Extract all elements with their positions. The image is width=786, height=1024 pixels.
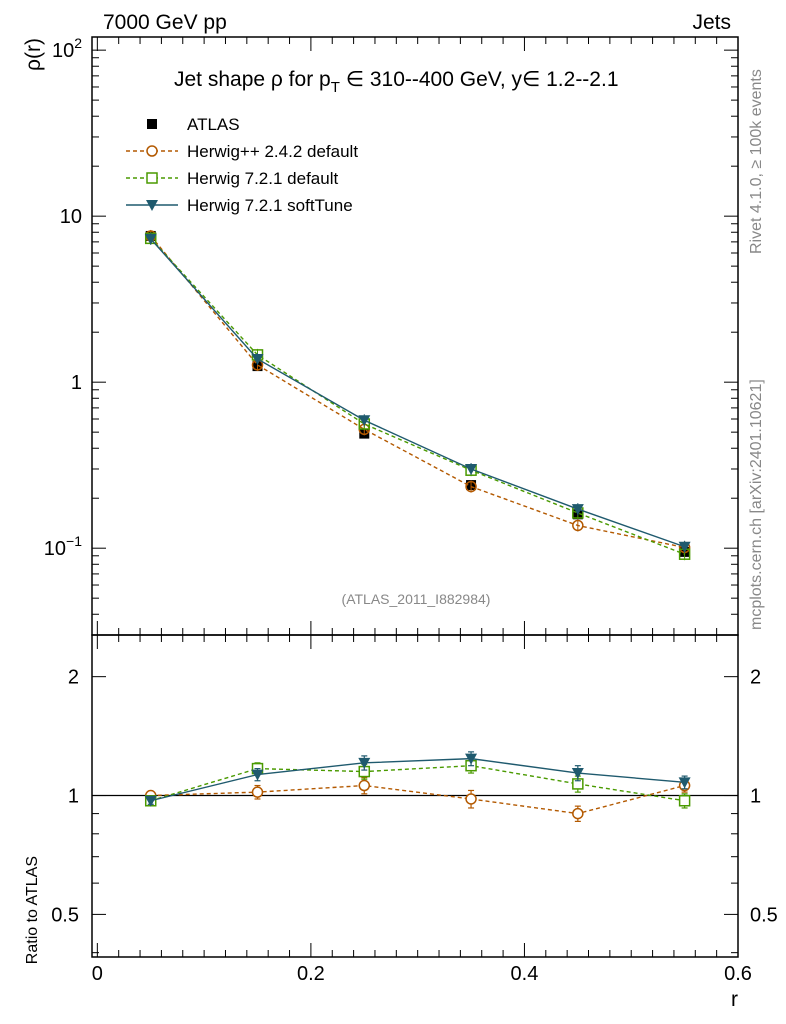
ratio-axis-ticks: 0 0.2 0.4 0.6 2 2 1 1 0.5 0.5 bbox=[51, 635, 778, 985]
y-tick-label-base: 10 bbox=[52, 40, 74, 62]
ratio-panel-data bbox=[144, 751, 691, 822]
ratio-point bbox=[251, 769, 264, 781]
ratio-y-axis-label: Ratio to ATLAS bbox=[24, 856, 41, 964]
series-herwig-2-4-2-default bbox=[144, 229, 691, 554]
x-tick-label: 0.6 bbox=[724, 963, 752, 985]
x-tick-label: 0 bbox=[92, 963, 103, 985]
legend-marker bbox=[146, 200, 158, 211]
ratio-y-tick-label: 0.5 bbox=[51, 904, 79, 926]
ratio-line bbox=[150, 757, 685, 802]
header-energy-label: 7000 GeV pp bbox=[103, 11, 227, 34]
ratio-y-tick-label: 2 bbox=[68, 667, 79, 689]
legend-entry: Herwig 7.2.1 default bbox=[126, 169, 338, 188]
mcplots-source-label: mcplots.cern.ch [arXiv:2401.10621] bbox=[748, 379, 765, 630]
y-tick-label-exponent: −1 bbox=[66, 533, 82, 549]
ratio-y-tick-label-right: 1 bbox=[750, 786, 761, 808]
ratio-y-tick-label: 1 bbox=[68, 786, 79, 808]
legend-entry: Herwig 7.2.1 softTune bbox=[126, 196, 353, 215]
series-herwig-7-2-1-softtune bbox=[144, 232, 691, 553]
data-point bbox=[465, 463, 478, 475]
data-point bbox=[572, 519, 584, 532]
ratio-point bbox=[571, 768, 584, 780]
chart-title-subscript: T bbox=[331, 79, 340, 96]
y-tick-label-base: 10 bbox=[60, 206, 82, 228]
x-tick-label: 0.4 bbox=[511, 963, 539, 985]
x-axis-label: r bbox=[731, 988, 738, 1011]
ratio-point bbox=[465, 793, 477, 805]
y-tick-label: 10 bbox=[60, 206, 82, 228]
ratio-line bbox=[150, 784, 685, 815]
y-tick-label: 102 bbox=[52, 35, 82, 62]
series-line bbox=[150, 237, 685, 555]
ratio-line bbox=[150, 764, 685, 802]
series-herwig-7-2-1-default bbox=[144, 232, 691, 561]
ratio-point bbox=[358, 779, 371, 792]
ratio-point bbox=[144, 795, 157, 807]
ratio-point bbox=[251, 786, 264, 798]
ratio-series-herwig-2-4-2-default bbox=[144, 777, 691, 822]
rivet-version-label: Rivet 4.1.0, ≥ 100k events bbox=[748, 69, 765, 254]
main-y-axis-label: ρ(r) bbox=[22, 38, 45, 71]
analysis-watermark: (ATLAS_2011_I882984) bbox=[342, 591, 491, 607]
y-tick-label-exponent: 2 bbox=[74, 35, 82, 51]
ratio-point bbox=[678, 795, 691, 807]
ratio-point bbox=[572, 807, 584, 820]
legend-label: Herwig 7.2.1 softTune bbox=[187, 196, 353, 215]
y-tick-label: 10−1 bbox=[44, 533, 82, 560]
legend-entry: Herwig++ 2.4.2 default bbox=[126, 142, 358, 161]
ratio-point bbox=[465, 753, 478, 765]
legend-marker bbox=[147, 119, 157, 129]
series-line bbox=[150, 238, 685, 548]
chart-title-prefix: Jet shape ρ for p bbox=[174, 68, 331, 91]
ratio-series-herwig-7-2-1-softtune bbox=[144, 751, 691, 807]
x-tick-label: 0.2 bbox=[297, 963, 325, 985]
series-line bbox=[150, 235, 685, 549]
y-tick-label: 1 bbox=[71, 372, 82, 394]
y-tick-label-base: 1 bbox=[71, 372, 82, 394]
data-point bbox=[251, 353, 264, 365]
legend-marker bbox=[146, 172, 158, 184]
data-point bbox=[678, 541, 691, 553]
ratio-series-herwig-7-2-1-default bbox=[144, 758, 691, 809]
ratio-point bbox=[678, 777, 691, 789]
chart-title-suffix: ∈ 310--400 GeV, y∈ 1.2--2.1 bbox=[340, 68, 619, 91]
header-jets-label: Jets bbox=[692, 11, 731, 34]
series-atlas bbox=[145, 230, 690, 557]
data-point bbox=[144, 233, 157, 245]
data-point bbox=[465, 480, 477, 493]
main-panel-data bbox=[144, 229, 691, 561]
ratio-y-tick-label-right: 2 bbox=[750, 667, 761, 689]
legend-entry: ATLAS bbox=[147, 115, 240, 134]
legend-label: Herwig 7.2.1 default bbox=[187, 169, 338, 188]
data-point bbox=[571, 504, 584, 516]
chart-title: Jet shape ρ for pT ∈ 310--400 GeV, y∈ 1.… bbox=[174, 68, 619, 96]
ratio-y-tick-label-right: 0.5 bbox=[750, 904, 778, 926]
legend-label: Herwig++ 2.4.2 default bbox=[187, 142, 358, 161]
legend: ATLAS Herwig++ 2.4.2 default Herwig 7.2.1 … bbox=[126, 115, 358, 215]
ratio-point bbox=[358, 757, 371, 769]
y-tick-label-base: 10 bbox=[44, 538, 66, 560]
legend-label: ATLAS bbox=[187, 115, 240, 134]
legend-marker bbox=[146, 145, 158, 157]
data-point bbox=[358, 415, 371, 427]
